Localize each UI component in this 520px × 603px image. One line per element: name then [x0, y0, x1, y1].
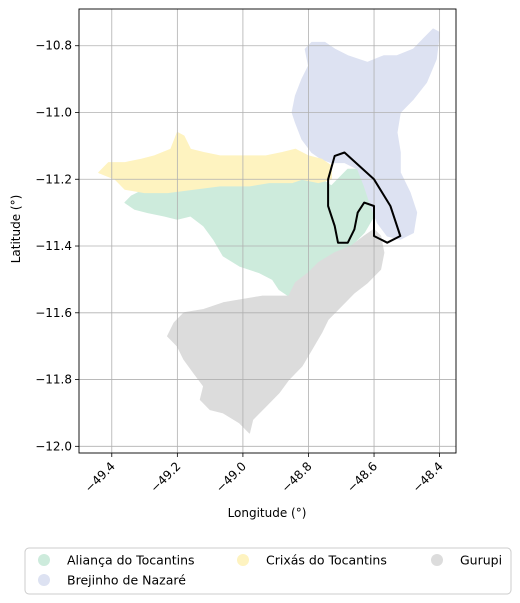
grid-layer	[79, 9, 456, 453]
x-tick-label: −49.2	[148, 459, 184, 495]
y-tick-label: −11.0	[35, 105, 72, 119]
legend-swatch-crixas-do-tocantins	[237, 554, 249, 566]
region-gurupi	[167, 228, 385, 434]
y-tick-label: −11.4	[35, 239, 72, 253]
legend-swatch-brejinho-de-nazare	[38, 574, 50, 586]
highlight-outline	[327, 151, 402, 244]
y-tick-label: −11.6	[35, 306, 72, 320]
legend: Aliança do Tocantins Crixás do Tocantins G…	[24, 547, 512, 595]
x-axis-ticks: −49.4 −49.2 −49.0 −48.8 −48.6 −48.4	[82, 453, 446, 495]
legend-box	[24, 547, 512, 595]
y-tick-label: −11.2	[35, 172, 72, 186]
x-axis-label: Longitude (°)	[228, 506, 307, 520]
x-tick-label: −48.8	[279, 459, 315, 495]
legend-swatch-alianca-do-tocantins	[38, 554, 50, 566]
y-axis-label: Latitude (°)	[9, 195, 23, 264]
x-tick-label: −48.4	[410, 459, 446, 495]
legend-label-gurupi: Gurupi	[460, 553, 502, 568]
legend-label-alianca-do-tocantins: Aliança do Tocantins	[67, 553, 195, 568]
y-tick-label: −10.8	[35, 39, 72, 53]
legend-label-brejinho-de-nazare: Brejinho de Nazaré	[67, 573, 186, 588]
x-tick-label: −49.0	[213, 459, 249, 495]
x-tick-label: −48.6	[344, 459, 380, 495]
y-tick-label: −12.0	[35, 439, 72, 453]
x-tick-label: −49.4	[82, 459, 118, 495]
y-tick-label: −11.8	[35, 373, 72, 387]
legend-swatch-gurupi	[431, 554, 443, 566]
outline-layer	[327, 151, 402, 244]
region-layer	[98, 28, 441, 434]
y-axis-ticks: −10.8 −11.0 −11.2 −11.4 −11.6 −11.8 −12.0	[35, 39, 79, 453]
plot-frame	[78, 8, 457, 454]
legend-label-crixas-do-tocantins: Crixás do Tocantins	[266, 553, 387, 568]
